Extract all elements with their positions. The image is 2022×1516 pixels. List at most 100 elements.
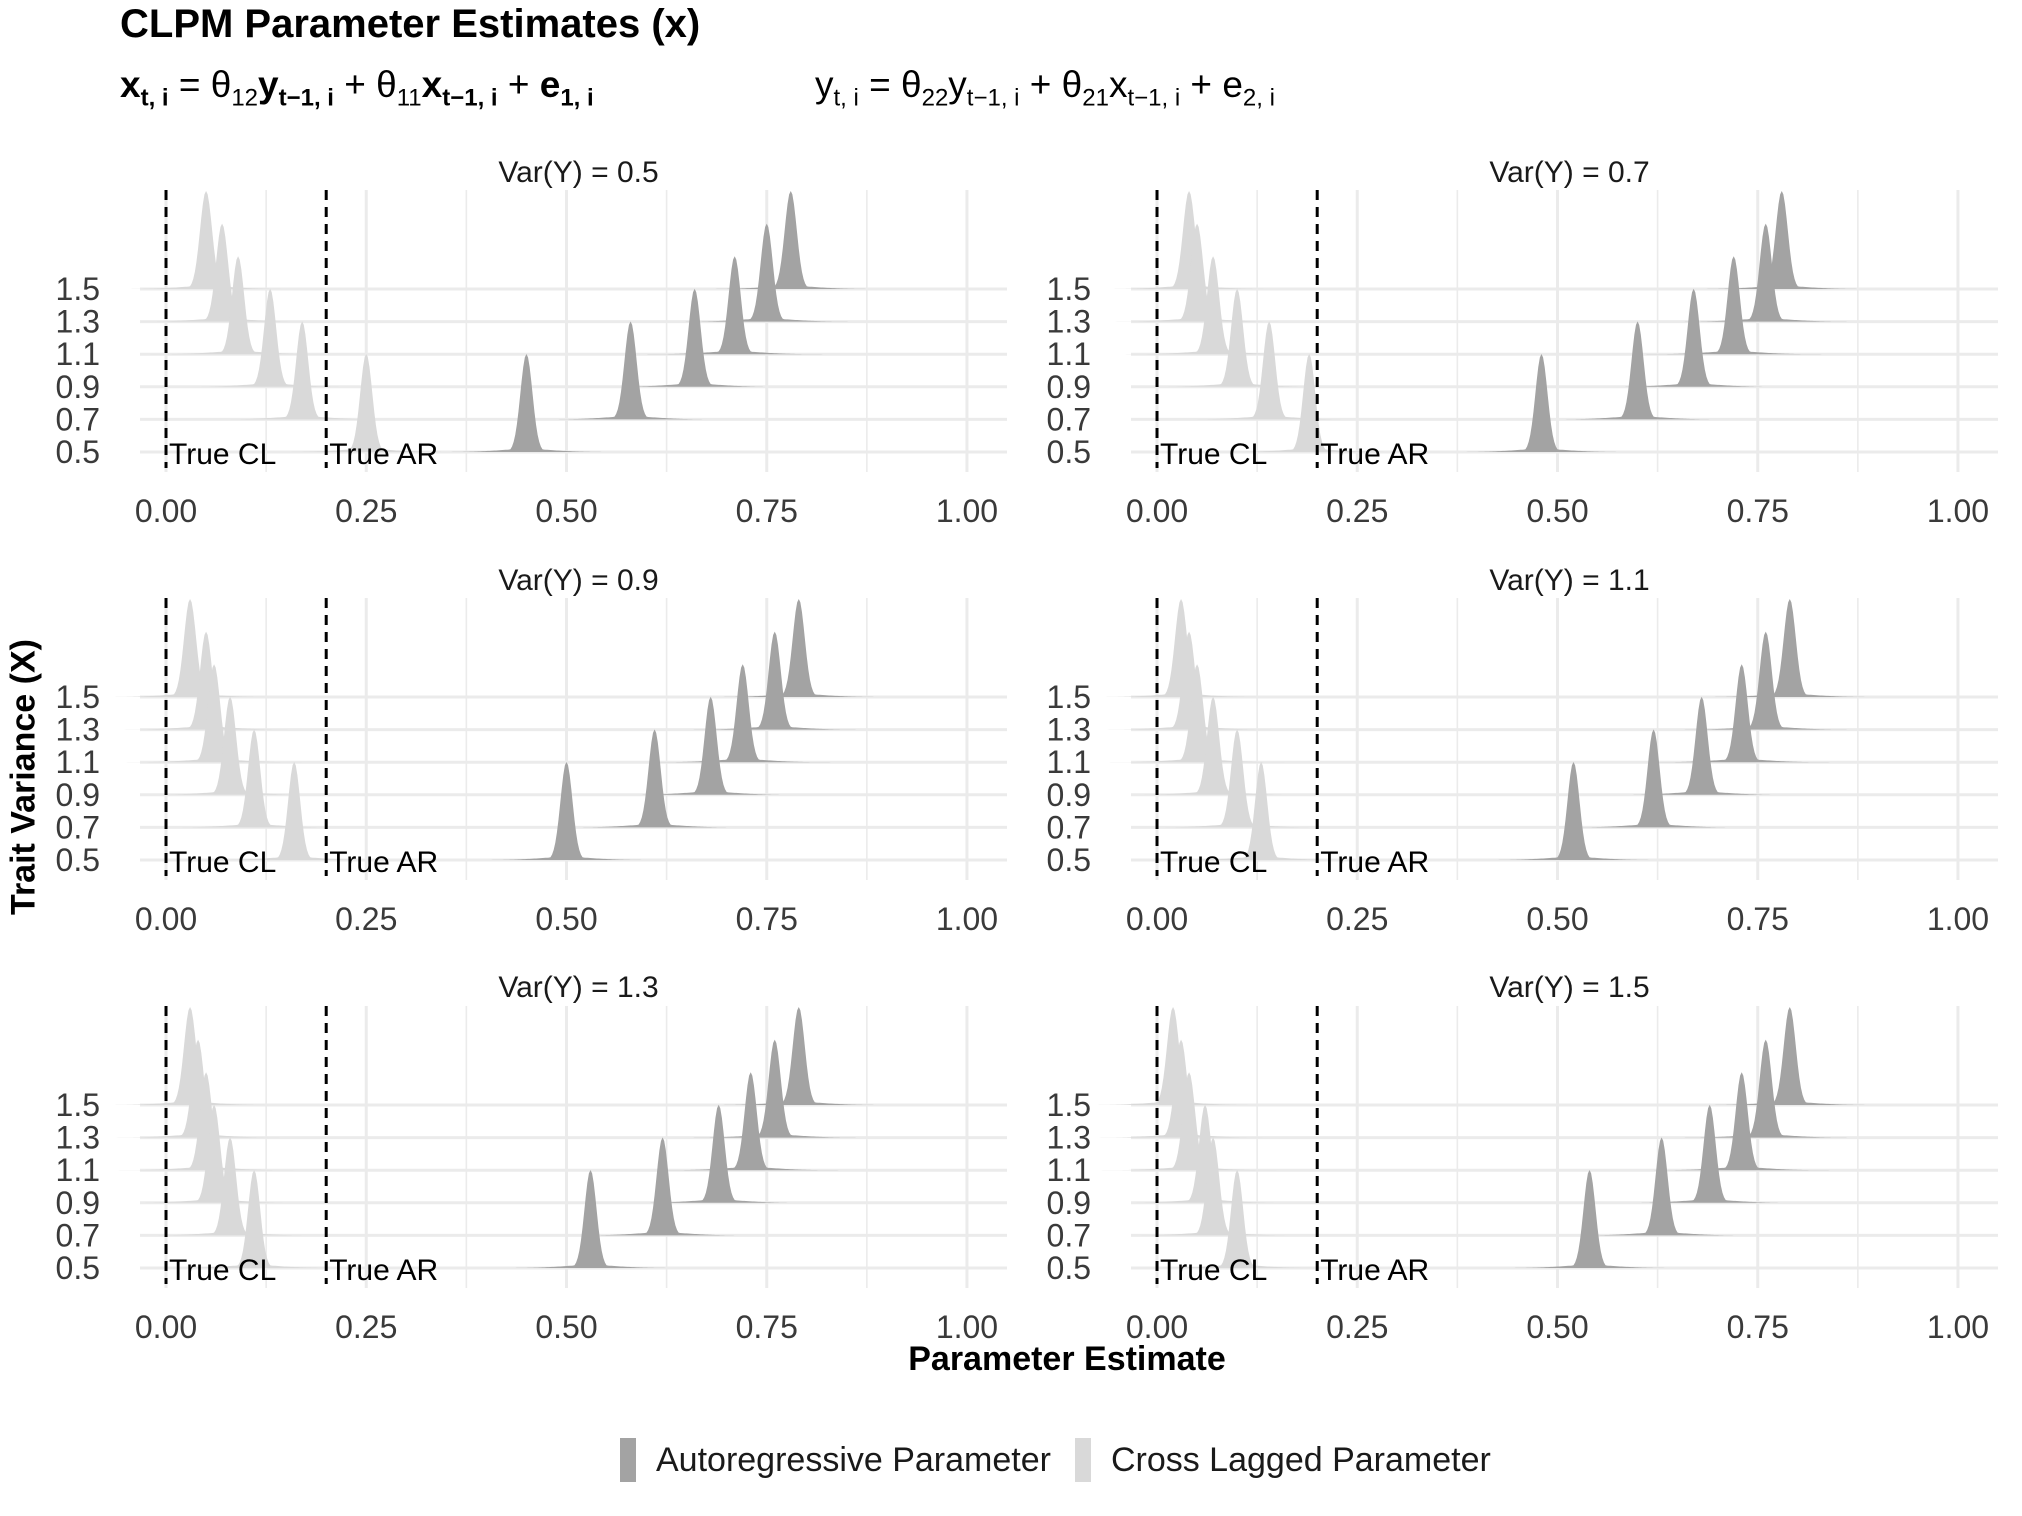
density-cross-lagged: [1100, 223, 1294, 322]
x-tick-label: 0.75: [1727, 901, 1789, 937]
x-tick-label: 0.50: [1526, 901, 1588, 937]
reference-label: True CL: [169, 1254, 276, 1287]
x-tick-label: 0.00: [135, 1309, 197, 1345]
density-cross-lagged: [1092, 1072, 1286, 1171]
density-autoregressive: [1693, 1007, 1886, 1105]
y-tick-label: 0.9: [56, 1185, 100, 1221]
legend: Autoregressive Parameter Cross Lagged Pa…: [620, 1438, 1515, 1482]
eq-y-theta2-sub: 21: [1082, 84, 1109, 112]
density-cross-lagged: [117, 664, 311, 763]
y-tick-label: 0.5: [1047, 1250, 1091, 1286]
x-tick-label: 0.00: [1126, 901, 1188, 937]
density-cross-lagged: [1116, 696, 1310, 795]
eq-y-lhs-sub: t, i: [833, 84, 859, 112]
eq-y-err-sub: 2, i: [1242, 84, 1275, 112]
y-tick-label: 1.1: [56, 1152, 100, 1188]
density-cross-lagged: [158, 1170, 351, 1268]
eq-y-err: e: [1222, 64, 1243, 105]
x-tick-label: 0.25: [1326, 901, 1388, 937]
density-autoregressive: [1637, 256, 1830, 355]
eq-x-v2: x: [421, 64, 443, 105]
density-autoregressive: [1669, 1039, 1862, 1138]
eq-y-theta1-sub: 22: [921, 84, 949, 112]
density-autoregressive: [702, 1007, 895, 1105]
panel-title: Var(Y) = 1.5: [1489, 971, 1649, 1004]
y-tick-label: 1.5: [56, 1087, 100, 1123]
reference-label: True AR: [329, 846, 438, 879]
x-tick-label: 0.75: [736, 1309, 798, 1345]
x-tick-label: 0.25: [335, 1309, 397, 1345]
y-tick-label: 0.9: [1047, 369, 1091, 405]
density-cross-lagged: [1173, 321, 1366, 420]
eq-x-err: e: [539, 64, 561, 105]
y-tick-label: 1.1: [56, 336, 100, 372]
y-tick-label: 1.1: [1047, 336, 1091, 372]
eq-x-v1-sub: t−1, i: [278, 84, 334, 112]
density-cross-lagged: [1165, 762, 1358, 860]
density-cross-lagged: [133, 696, 327, 795]
density-cross-lagged: [1141, 1170, 1334, 1268]
y-tick-label: 0.5: [1047, 434, 1091, 470]
reference-label: True AR: [1320, 846, 1429, 879]
y-tick-label: 1.5: [1047, 679, 1091, 715]
eq-x-v1: y: [258, 64, 279, 105]
y-tick-label: 0.7: [1047, 401, 1091, 437]
density-autoregressive: [470, 762, 663, 860]
y-tick-label: 1.1: [1047, 744, 1091, 780]
x-tick-label: 0.75: [736, 901, 798, 937]
density-cross-lagged: [1084, 1039, 1278, 1138]
density-cross-lagged: [93, 1007, 287, 1105]
y-tick-label: 0.7: [1047, 1217, 1091, 1253]
legend-label-cross-lagged: Cross Lagged Parameter: [1110, 1440, 1491, 1479]
y-tick-label: 1.3: [56, 304, 100, 340]
density-autoregressive: [638, 256, 831, 355]
x-axis-label: Parameter Estimate: [908, 1340, 1226, 1378]
y-tick-label: 0.9: [1047, 1185, 1091, 1221]
density-cross-lagged: [1100, 664, 1294, 763]
reference-label: True AR: [1320, 1254, 1429, 1287]
equation-y: yt, i = θ22yt−1, i + θ21xt−1, i + e2, i: [815, 64, 1275, 112]
reference-label: True AR: [329, 1254, 438, 1287]
reference-label: True CL: [169, 846, 276, 879]
y-tick-label: 0.5: [56, 842, 100, 878]
y-tick-label: 0.5: [56, 434, 100, 470]
density-autoregressive: [534, 321, 727, 420]
density-cross-lagged: [141, 256, 335, 355]
density-autoregressive: [1477, 762, 1670, 860]
density-cross-lagged: [125, 223, 319, 322]
density-autoregressive: [430, 354, 623, 452]
density-autoregressive: [1613, 1104, 1806, 1203]
y-tick-label: 0.9: [56, 369, 100, 405]
density-cross-lagged: [133, 1137, 327, 1236]
density-autoregressive: [694, 191, 887, 289]
x-tick-label: 0.50: [1526, 493, 1588, 529]
density-autoregressive: [1685, 191, 1878, 289]
eq-x-lhs-sub: t, i: [140, 84, 169, 112]
x-tick-label: 1.00: [1927, 1309, 1989, 1345]
density-autoregressive: [1541, 321, 1734, 420]
y-tick-label: 1.3: [1047, 1120, 1091, 1156]
y-tick-label: 1.3: [56, 1120, 100, 1156]
density-cross-lagged: [1084, 599, 1278, 697]
density-cross-lagged: [198, 762, 391, 860]
eq-x-theta1: θ: [210, 64, 232, 105]
x-tick-label: 0.50: [535, 493, 597, 529]
equation-x: xt, i = θ12yt−1, i + θ11xt−1, i + e1, i: [120, 64, 594, 112]
y-tick-label: 0.5: [56, 1250, 100, 1286]
x-tick-label: 0.00: [135, 901, 197, 937]
eq-x-theta2: θ: [376, 64, 397, 105]
density-autoregressive: [1565, 1137, 1758, 1236]
y-tick-label: 1.3: [1047, 712, 1091, 748]
x-tick-label: 0.25: [335, 901, 397, 937]
density-cross-lagged: [1213, 354, 1406, 452]
x-tick-label: 1.00: [936, 901, 998, 937]
y-tick-label: 1.1: [1047, 1152, 1091, 1188]
legend-label-autoregressive: Autoregressive Parameter: [656, 1440, 1051, 1479]
legend-key-cross-lagged: [1074, 1438, 1091, 1482]
legend-item-cross-lagged: Cross Lagged Parameter: [1074, 1438, 1491, 1482]
density-cross-lagged: [1116, 256, 1310, 355]
y-tick-label: 1.3: [56, 712, 100, 748]
reference-label: True CL: [169, 438, 276, 471]
density-autoregressive: [1669, 223, 1862, 322]
